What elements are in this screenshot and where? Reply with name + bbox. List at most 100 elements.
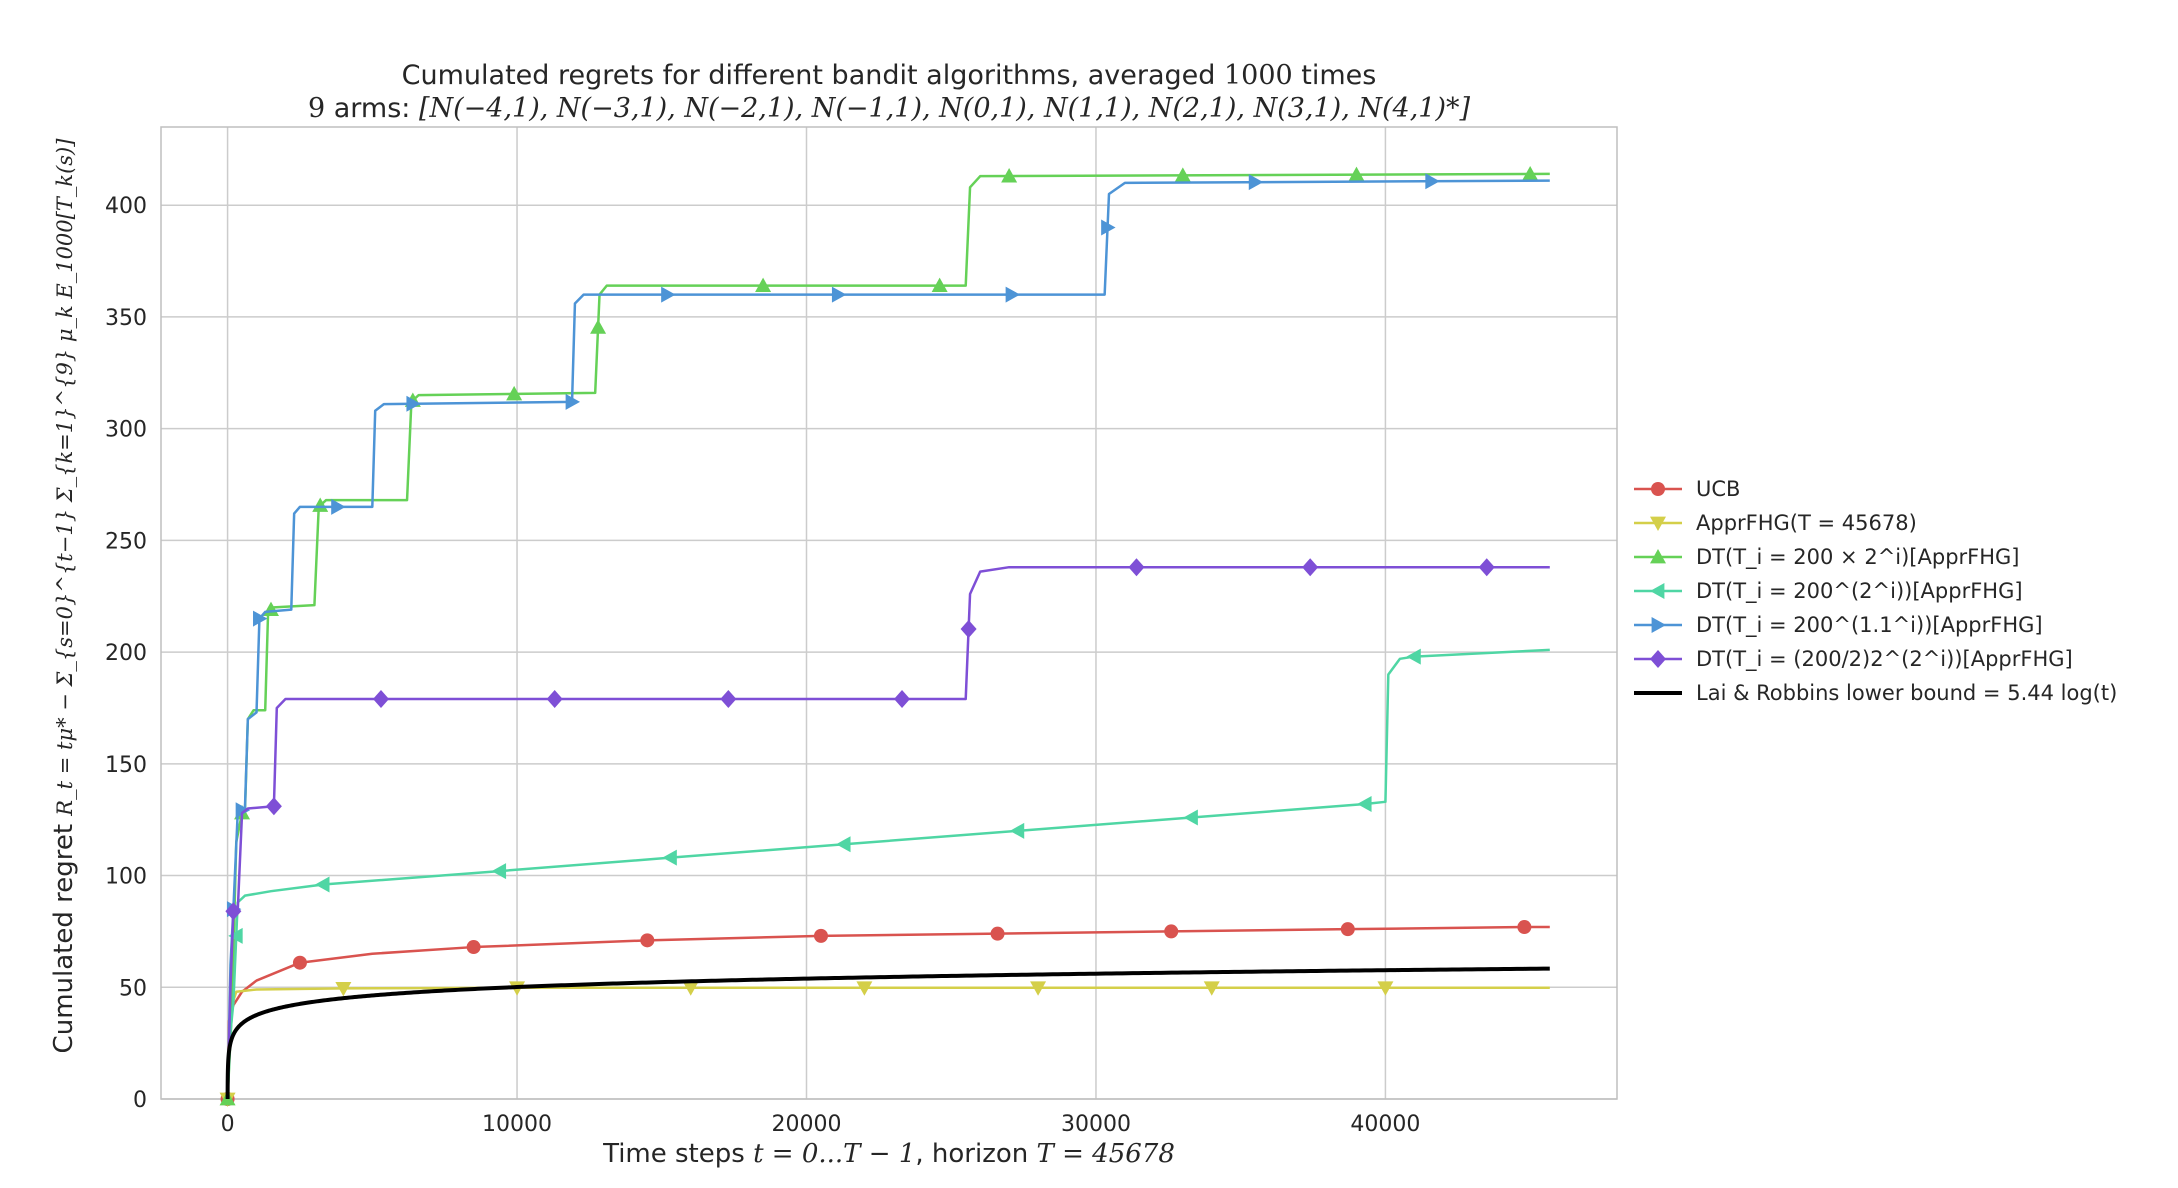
data-point-marker — [1164, 924, 1179, 939]
data-point-marker — [1650, 650, 1666, 668]
data-point-marker — [661, 286, 676, 303]
data-point-marker — [1425, 173, 1440, 190]
legend-label: UCB — [1696, 477, 1740, 501]
y-tick-label: 150 — [105, 753, 147, 778]
legend-item: DT(T_i = 200 × 2^i)[ApprFHG] — [1634, 545, 2020, 570]
data-point-marker — [1348, 166, 1365, 182]
data-point-marker — [1650, 516, 1666, 531]
data-point-marker — [225, 902, 242, 921]
data-point-marker — [1650, 583, 1665, 599]
data-point-marker — [1478, 558, 1495, 577]
data-point-marker — [1651, 617, 1666, 633]
x-tick-label: 20000 — [772, 1112, 842, 1137]
y-tick-label: 50 — [119, 976, 147, 1001]
y-axis-label: Cumulated regret R_t = tμ* − Σ_{s=0}^{t−… — [49, 138, 79, 1054]
data-point-marker — [253, 610, 268, 627]
data-point-marker — [836, 836, 851, 853]
data-point-marker — [235, 802, 251, 819]
legend-item: DT(T_i = 200^(1.1^i))[ApprFHG] — [1634, 613, 2043, 638]
series-line — [226, 648, 1550, 1100]
data-point-marker — [856, 981, 873, 996]
data-point-marker — [228, 927, 243, 944]
y-tick-label: 350 — [105, 306, 147, 331]
data-point-marker — [1522, 166, 1539, 181]
data-point-marker — [1340, 922, 1355, 937]
data-point-marker — [755, 277, 772, 293]
data-point-marker — [720, 690, 737, 709]
legend-label: DT(T_i = (200/2)2^(2^i))[ApprFHG] — [1696, 647, 2073, 672]
data-point-marker — [931, 277, 948, 293]
data-point-marker — [331, 498, 346, 515]
data-point-marker — [662, 849, 677, 866]
legend: UCB ApprFHG(T = 45678) DT(T_i = 200 × 2^i)… — [1634, 477, 2117, 705]
data-point-marker — [813, 928, 828, 943]
legend-item: UCB — [1634, 477, 1740, 501]
x-axis-label: Time steps t = 0...T − 1, horizon T = 45… — [602, 1139, 1175, 1169]
legend-item: DT(T_i = 200^(2^i))[ApprFHG] — [1634, 579, 2023, 604]
data-point-marker — [1030, 981, 1047, 996]
series-line — [225, 966, 1550, 1099]
y-tick-label: 200 — [105, 641, 147, 666]
data-point-marker — [372, 690, 389, 709]
y-tick-label: 0 — [133, 1088, 147, 1113]
legend-label: DT(T_i = 200^(2^i))[ApprFHG] — [1696, 579, 2023, 604]
x-tick-label: 10000 — [482, 1112, 552, 1137]
data-point-marker — [1517, 920, 1532, 935]
data-point-marker — [1650, 549, 1666, 564]
chart-title: Cumulated regrets for different bandit a… — [402, 60, 1377, 91]
data-point-marker — [1302, 558, 1319, 577]
data-point-marker — [590, 319, 607, 334]
data-point-marker — [292, 955, 307, 970]
legend-label: Lai & Robbins lower bound = 5.44 log(t) — [1696, 681, 2117, 705]
data-point-marker — [1174, 167, 1191, 182]
data-point-marker — [312, 497, 329, 512]
series-4 — [226, 173, 1550, 1100]
data-point-marker — [1651, 482, 1665, 496]
data-point-marker — [1203, 981, 1220, 996]
data-point-marker — [640, 933, 655, 948]
data-point-marker — [831, 286, 847, 303]
data-point-marker — [1377, 981, 1394, 996]
data-point-marker — [315, 876, 330, 893]
y-tick-label: 300 — [105, 418, 147, 443]
data-point-marker — [1183, 809, 1198, 826]
data-point-marker — [506, 385, 523, 401]
data-point-marker — [265, 797, 282, 816]
legend-item: Lai & Robbins lower bound = 5.44 log(t) — [1634, 681, 2117, 705]
data-point-marker — [491, 863, 507, 880]
data-point-marker — [335, 981, 352, 997]
data-point-marker — [960, 620, 977, 639]
data-point-marker — [990, 926, 1005, 941]
legend-item: ApprFHG(T = 45678) — [1634, 511, 1917, 535]
data-point-marker — [1001, 168, 1018, 183]
data-point-marker — [1009, 822, 1025, 839]
data-point-marker — [406, 395, 421, 412]
data-point-marker — [1128, 558, 1145, 577]
x-tick-label: 40000 — [1350, 1112, 1420, 1137]
legend-label: DT(T_i = 200^(1.1^i))[ApprFHG] — [1696, 613, 2043, 638]
y-tick-label: 400 — [105, 194, 147, 219]
y-tick-label: 250 — [105, 529, 147, 554]
data-point-marker — [894, 690, 911, 709]
data-point-marker — [565, 393, 581, 410]
legend-label: ApprFHG(T = 45678) — [1696, 511, 1917, 535]
y-tick-label: 100 — [105, 865, 147, 890]
data-point-marker — [1005, 286, 1021, 303]
series-6 — [225, 966, 1550, 1099]
legend-label: DT(T_i = 200 × 2^i)[ApprFHG] — [1696, 545, 2020, 570]
data-point-marker — [682, 981, 699, 996]
data-point-marker — [1248, 174, 1264, 191]
data-point-marker — [466, 940, 481, 955]
series-0 — [220, 920, 1550, 1106]
data-point-marker — [1406, 648, 1421, 665]
data-point-marker — [546, 690, 563, 709]
data-point-marker — [1357, 796, 1372, 813]
series-3 — [226, 648, 1550, 1100]
x-tick-label: 30000 — [1061, 1112, 1131, 1137]
plot-frame — [160, 126, 1618, 1100]
series-5 — [225, 558, 1550, 1100]
chart-subtitle: 9 arms: [N(−4,1), N(−3,1), N(−2,1), N(−1… — [308, 93, 1471, 124]
legend-item: DT(T_i = (200/2)2^(2^i))[ApprFHG] — [1634, 647, 2073, 672]
